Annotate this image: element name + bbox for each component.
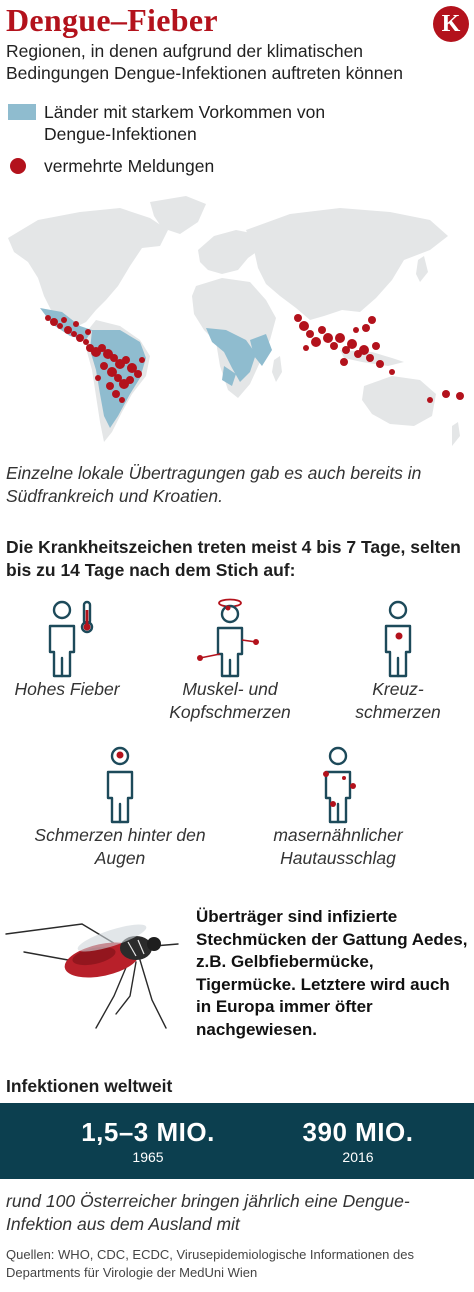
stat-2016-year: 2016 xyxy=(342,1149,374,1165)
north-america xyxy=(8,208,168,328)
report-dots xyxy=(45,314,464,403)
land-masses xyxy=(8,196,460,446)
symptom-back-pain: Kreuz-schmerzen xyxy=(330,596,466,724)
infections-heading: Infektionen weltweit xyxy=(6,1076,173,1096)
page-subtitle: Regionen, in denen aufgrund der klimatis… xyxy=(6,41,403,83)
world-map xyxy=(8,196,464,446)
australia xyxy=(362,376,436,426)
asia xyxy=(246,208,448,320)
stat-1965-year: 1965 xyxy=(132,1149,164,1165)
map-note: Einzelne lokale Übertragungen gab es auc… xyxy=(6,463,422,506)
stat-2016: 390 MIO. 2016 xyxy=(258,1117,458,1167)
eye-pain-icon xyxy=(106,746,134,824)
europe xyxy=(198,230,262,274)
back-pain-icon xyxy=(384,600,412,678)
symptom-eye-pain: Schmerzen hinter den Augen xyxy=(30,742,210,870)
symptom-muscle-head-label: Muskel- und Kopfschmerzen xyxy=(169,679,291,722)
stat-1965: 1,5–3 MIO. 1965 xyxy=(48,1117,248,1167)
legend-report-dot xyxy=(10,158,26,174)
stat-1965-value: 1,5–3 MIO. xyxy=(81,1117,215,1147)
symptom-back-pain-label: Kreuz-schmerzen xyxy=(355,679,441,722)
symptom-fever-label: Hohes Fieber xyxy=(14,679,120,699)
symptoms-heading: Die Krankheitszeichen treten meist 4 bis… xyxy=(6,537,461,580)
symptom-rash-label: masernähnlicher Hautausschlag xyxy=(273,825,403,868)
infections-band: 1,5–3 MIO. 1965 390 MIO. 2016 xyxy=(0,1103,474,1179)
legend-countries-label: Länder mit starkem Vorkommen von Dengue-… xyxy=(44,102,326,144)
greenland xyxy=(150,196,206,234)
symptom-eye-pain-label: Schmerzen hinter den Augen xyxy=(34,825,206,868)
fever-icon xyxy=(48,600,94,678)
madagascar xyxy=(272,356,282,382)
brand-logo: K xyxy=(433,6,469,42)
austria-note: rund 100 Österreicher bringen jährlich e… xyxy=(6,1191,410,1234)
rash-icon xyxy=(323,746,356,824)
stat-2016-value: 390 MIO. xyxy=(302,1117,414,1147)
symptom-fever: Hohes Fieber xyxy=(2,596,132,701)
page-title: Dengue–Fieber xyxy=(6,2,218,38)
muscle-headache-icon xyxy=(197,598,259,678)
sources: Quellen: WHO, CDC, ECDC, Virusepidemiolo… xyxy=(6,1247,414,1280)
legend-country-swatch xyxy=(8,104,36,120)
new-zealand xyxy=(452,422,460,446)
vector-description: Überträger sind infizierte Stechmücken d… xyxy=(196,907,468,1039)
symptom-muscle-head: Muskel- und Kopfschmerzen xyxy=(150,596,310,724)
japan xyxy=(416,256,428,282)
symptom-rash: masernähnlicher Hautausschlag xyxy=(238,742,438,870)
legend-reports-label: vermehrte Meldungen xyxy=(44,156,215,176)
mosquito-image xyxy=(5,923,179,1029)
